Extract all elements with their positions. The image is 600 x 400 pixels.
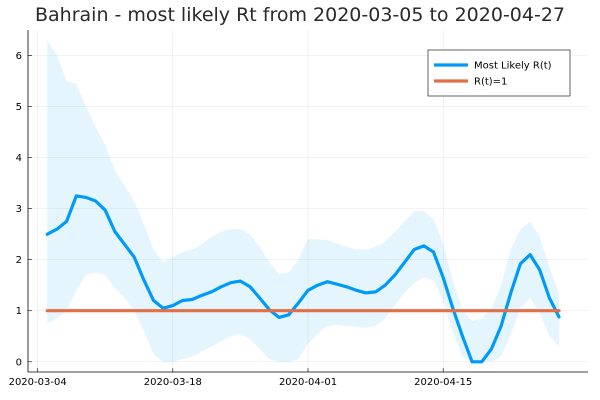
x-tick-label: 2020-04-01 bbox=[279, 377, 337, 388]
legend-box bbox=[427, 49, 571, 97]
series-layer bbox=[45, 194, 561, 364]
y-tick-label: 2 bbox=[16, 255, 22, 266]
y-tick-label: 1 bbox=[16, 306, 22, 317]
y-tick-label: 6 bbox=[16, 51, 22, 62]
legend: Most Likely R(t) R(t)=1 bbox=[427, 49, 571, 97]
y-tick-label: 4 bbox=[16, 153, 22, 164]
y-tick-label: 5 bbox=[16, 102, 22, 113]
y-tick-label: 3 bbox=[16, 204, 22, 215]
axes bbox=[27, 30, 588, 373]
legend-label: R(t)=1 bbox=[474, 77, 507, 88]
y-tick-label: 0 bbox=[16, 357, 22, 368]
legend-label: Most Likely R(t) bbox=[474, 61, 552, 72]
x-tick-label: 2020-04-15 bbox=[414, 377, 472, 388]
credible-interval-band bbox=[47, 40, 560, 362]
x-tick-label: 2020-03-18 bbox=[144, 377, 202, 388]
chart-title: Bahrain - most likely Rt from 2020-03-05… bbox=[35, 4, 565, 26]
tick-labels: 0 1 2 3 4 5 6 2020-03-04 2020-03-18 2020-04-01 202… bbox=[9, 51, 473, 388]
x-tick-label: 2020-03-04 bbox=[9, 377, 67, 388]
series-line-most-likely-rt bbox=[45, 194, 561, 364]
